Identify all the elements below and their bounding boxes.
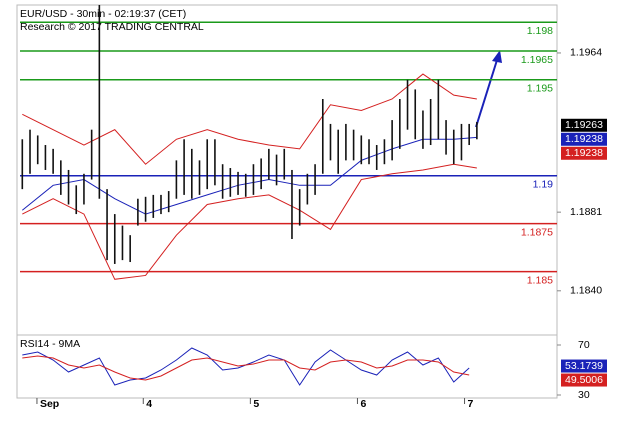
level-label: 1.198: [527, 25, 553, 37]
overlay-line: [22, 73, 477, 165]
level-label: 1.1965: [521, 54, 553, 66]
level-label: 1.1875: [521, 226, 553, 238]
x-tick-label: 6: [360, 398, 366, 410]
y-tick-label: 1.1964: [570, 47, 602, 59]
chart-subtitle: Research © 2017 TRADING CENTRAL: [20, 21, 204, 33]
price-tag: [561, 373, 607, 387]
y-tick-label: 30: [578, 389, 590, 401]
y-tick-label: 70: [578, 339, 590, 351]
price-tag-label: 53.1739: [565, 360, 603, 372]
level-label: 1.195: [527, 83, 553, 95]
price-tag: [561, 132, 607, 146]
rsi-line: [22, 355, 470, 381]
level-label: 1.185: [527, 274, 553, 286]
forecast-arrow: [475, 50, 502, 128]
y-tick-label: 1.1881: [570, 206, 602, 218]
price-tag: [561, 359, 607, 373]
chart-title: EUR/USD - 30min - 02:19:37 (CET): [20, 8, 186, 20]
x-tick-label: 5: [253, 398, 259, 410]
x-tick-label: 7: [468, 398, 474, 410]
y-tick-label: 1.1840: [570, 285, 602, 297]
arrow-shaft: [475, 59, 498, 128]
price-tag: [561, 146, 607, 160]
rsi-title: RSI14 - 9MA: [20, 338, 80, 350]
level-label: 1.19: [533, 178, 554, 190]
price-tag-label: 1.19238: [565, 133, 603, 145]
x-tick-label: 4: [146, 398, 152, 410]
plot-frame: [16, 4, 558, 399]
x-tick-label: Sep: [40, 398, 59, 410]
price-tag-label: 49.5006: [565, 374, 603, 386]
arrow-head: [492, 50, 502, 63]
price-tag: [561, 118, 607, 132]
overlay-line: [22, 163, 477, 280]
price-tag-label: 1.19238: [565, 147, 603, 159]
price-tag-label: 1.19263: [565, 119, 603, 131]
